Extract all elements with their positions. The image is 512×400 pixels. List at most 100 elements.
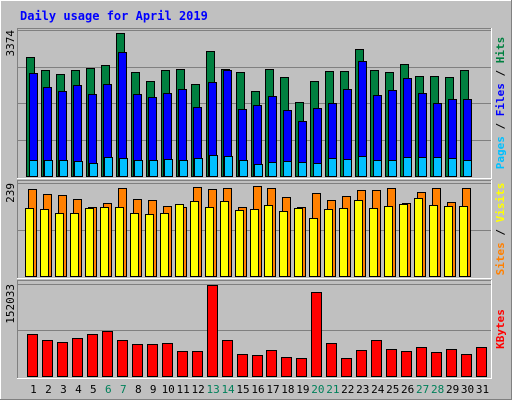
bar-pages-day-17	[268, 162, 277, 177]
bar-visits-day-5	[85, 208, 94, 277]
x-tick-label: 28	[431, 383, 444, 396]
bar-kbytes-day-25	[386, 349, 397, 377]
x-tick-label: 2	[45, 383, 52, 396]
bar-pages-day-10	[164, 159, 173, 177]
bar-kbytes-day-18	[281, 357, 292, 377]
bar-visits-day-6	[100, 207, 109, 277]
bar-kbytes-day-30	[461, 354, 472, 377]
bar-kbytes-day-8	[132, 344, 143, 377]
bar-visits-day-27	[414, 198, 423, 277]
legend-files: Files	[494, 83, 507, 116]
bar-pages-day-13	[209, 155, 218, 177]
x-tick-label: 3	[60, 383, 67, 396]
x-tick-label: 12	[192, 383, 205, 396]
bar-kbytes-day-23	[356, 350, 367, 377]
bar-pages-day-24	[373, 160, 382, 177]
bar-kbytes-day-22	[341, 358, 352, 377]
bar-visits-day-26	[399, 204, 408, 277]
bar-pages-day-28	[433, 157, 442, 177]
x-tick-label: 13	[206, 383, 219, 396]
x-tick-label: 25	[386, 383, 399, 396]
bar-kbytes-day-5	[87, 334, 98, 377]
x-tick-label: 30	[461, 383, 474, 396]
x-tick-label: 11	[177, 383, 190, 396]
x-tick-label: 31	[476, 383, 489, 396]
bar-kbytes-day-10	[162, 343, 173, 377]
bar-pages-day-22	[343, 159, 352, 177]
bar-kbytes-day-16	[252, 355, 263, 377]
chart-title: Daily usage for April 2019	[20, 9, 208, 23]
bar-kbytes-day-21	[326, 343, 337, 377]
bar-pages-day-19	[298, 162, 307, 177]
x-tick-label: 14	[221, 383, 235, 396]
y-max-label: 239	[4, 183, 17, 203]
legend-kbytes: KBytes	[494, 309, 507, 349]
bar-pages-day-14	[224, 156, 233, 177]
bar-pages-day-18	[283, 161, 292, 177]
bar-kbytes-day-4	[72, 338, 83, 377]
bar-visits-day-21	[324, 209, 333, 277]
bar-kbytes-day-13	[207, 285, 218, 377]
panel-kbytes: 152033 KBytes	[4, 280, 507, 379]
bar-visits-day-9	[145, 214, 154, 277]
legend-visits: Visits	[494, 183, 507, 223]
y-max-label: 152033	[4, 284, 17, 324]
legend-sites: Sites	[494, 242, 507, 275]
bar-kbytes-day-27	[416, 347, 427, 377]
legend-separator: /	[494, 222, 507, 242]
bar-pages-day-16	[254, 164, 263, 177]
bar-pages-day-21	[328, 158, 337, 177]
bar-pages-day-9	[149, 160, 158, 177]
bar-visits-day-28	[429, 205, 438, 277]
legend-hits-files-pages: Pages / Files / Hits	[494, 37, 507, 170]
bar-visits-day-14	[220, 201, 229, 277]
bar-pages-day-30	[463, 160, 472, 177]
bar-pages-day-23	[358, 156, 367, 177]
legend-kbytes: KBytes	[494, 309, 507, 349]
x-tick-label: 7	[120, 383, 127, 396]
legend-separator: /	[494, 63, 507, 83]
bar-visits-day-7	[115, 207, 124, 277]
bar-visits-day-22	[339, 208, 348, 277]
x-tick-label: 9	[150, 383, 157, 396]
bar-visits-day-12	[190, 201, 199, 277]
bar-visits-day-29	[444, 206, 453, 277]
x-tick-label: 4	[75, 383, 82, 396]
bar-visits-day-24	[369, 208, 378, 277]
bar-pages-day-7	[119, 158, 128, 177]
bar-visits-day-10	[160, 213, 169, 277]
bar-visits-day-23	[354, 200, 363, 277]
x-tick-label: 22	[341, 383, 354, 396]
y-max-label: 3374	[4, 30, 17, 57]
bar-pages-day-27	[418, 157, 427, 177]
bar-pages-day-4	[74, 161, 83, 177]
x-tick-label: 1	[30, 383, 37, 396]
bar-pages-day-12	[194, 158, 203, 177]
bar-kbytes-day-14	[222, 340, 233, 377]
bar-visits-day-11	[175, 204, 184, 277]
x-tick-label: 6	[105, 383, 112, 396]
x-tick-label: 21	[326, 383, 339, 396]
bar-visits-day-13	[205, 207, 214, 277]
bar-visits-day-17	[264, 205, 273, 277]
bar-visits-day-25	[384, 206, 393, 277]
x-tick-label: 5	[90, 383, 97, 396]
bar-visits-day-30	[459, 206, 468, 277]
x-tick-label: 17	[266, 383, 279, 396]
bar-kbytes-day-24	[371, 340, 382, 377]
bar-kbytes-day-19	[296, 358, 307, 377]
bar-kbytes-day-2	[42, 340, 53, 377]
bar-visits-day-4	[70, 213, 79, 277]
x-tick-label: 26	[401, 383, 414, 396]
bar-visits-day-15	[235, 210, 244, 277]
x-tick-label: 18	[281, 383, 294, 396]
bar-visits-day-3	[55, 213, 64, 277]
bar-pages-day-29	[448, 158, 457, 177]
bar-visits-day-18	[279, 211, 288, 277]
x-tick-label: 27	[416, 383, 429, 396]
bar-kbytes-day-20	[311, 292, 322, 377]
bar-kbytes-day-7	[117, 340, 128, 377]
x-tick-label: 8	[135, 383, 142, 396]
bar-kbytes-day-12	[192, 351, 203, 377]
panel-sites-visits: 239 Sites / Visits	[4, 180, 507, 279]
